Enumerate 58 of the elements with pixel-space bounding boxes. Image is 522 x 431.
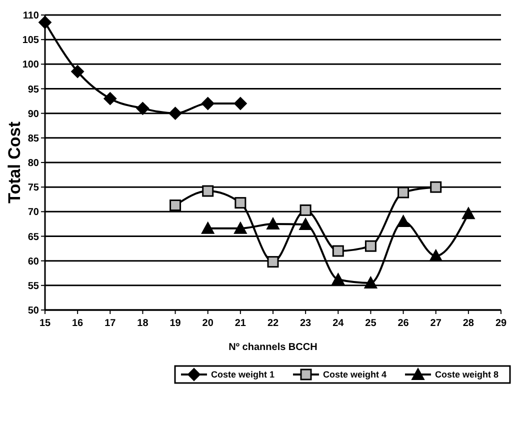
point: [234, 97, 247, 110]
point: [201, 97, 214, 110]
x-tick-label: 19: [170, 318, 182, 329]
point: [202, 185, 214, 197]
legend-label: Coste weight 1: [211, 370, 275, 380]
point: [430, 181, 442, 193]
y-tick-label: 50: [28, 306, 40, 316]
point: [398, 186, 410, 198]
x-tick-label: 18: [137, 318, 149, 329]
point: [266, 217, 280, 230]
point: [364, 276, 378, 288]
x-tick-label: 23: [300, 318, 312, 329]
x-tick-label: 25: [365, 318, 377, 329]
point: [364, 240, 376, 252]
x-tick-label: 24: [332, 318, 344, 329]
x-tick-label: 28: [462, 318, 474, 329]
point: [267, 256, 279, 268]
point: [38, 16, 52, 29]
point: [332, 273, 345, 286]
point: [299, 218, 312, 230]
legend-label: Coste weight 4: [323, 370, 387, 380]
point: [71, 65, 84, 78]
y-tick-label: 85: [28, 133, 40, 144]
legend-label: Coste weight 8: [435, 370, 499, 380]
x-tick-label: 26: [398, 318, 410, 329]
x-tick-label: 16: [72, 318, 84, 329]
x-axis-title: Nº channels BCCH: [228, 342, 318, 353]
y-tick-label: 55: [28, 280, 40, 292]
y-axis-title: Total Cost: [5, 121, 24, 204]
point: [104, 92, 117, 106]
y-tick-label: 65: [28, 232, 40, 243]
point: [300, 204, 312, 216]
x-tick-label: 29: [495, 318, 507, 329]
point: [168, 106, 182, 120]
point: [136, 102, 150, 115]
y-tick-label: 60: [28, 256, 40, 268]
point: [429, 249, 442, 262]
point: [201, 222, 214, 234]
y-tick-label: 75: [28, 182, 40, 194]
x-tick-label: 27: [430, 318, 442, 329]
point: [332, 245, 344, 257]
y-tick-label: 100: [22, 60, 40, 71]
y-tick-label: 80: [28, 158, 40, 169]
point: [234, 222, 247, 234]
y-tick-label: 70: [28, 207, 40, 218]
x-tick-label: 20: [202, 318, 214, 329]
x-tick-label: 21: [234, 318, 246, 329]
x-tick-label: 15: [39, 318, 51, 329]
point: [462, 207, 475, 220]
x-tick-label: 17: [104, 318, 116, 329]
y-tick-label: 95: [28, 84, 40, 96]
point: [170, 200, 182, 212]
y-tick-label: 90: [28, 108, 40, 120]
point: [396, 215, 410, 227]
point: [234, 197, 246, 209]
x-tick-label: 22: [267, 318, 279, 329]
y-tick-label: 105: [22, 35, 40, 46]
y-tick-label: 110: [22, 10, 40, 22]
